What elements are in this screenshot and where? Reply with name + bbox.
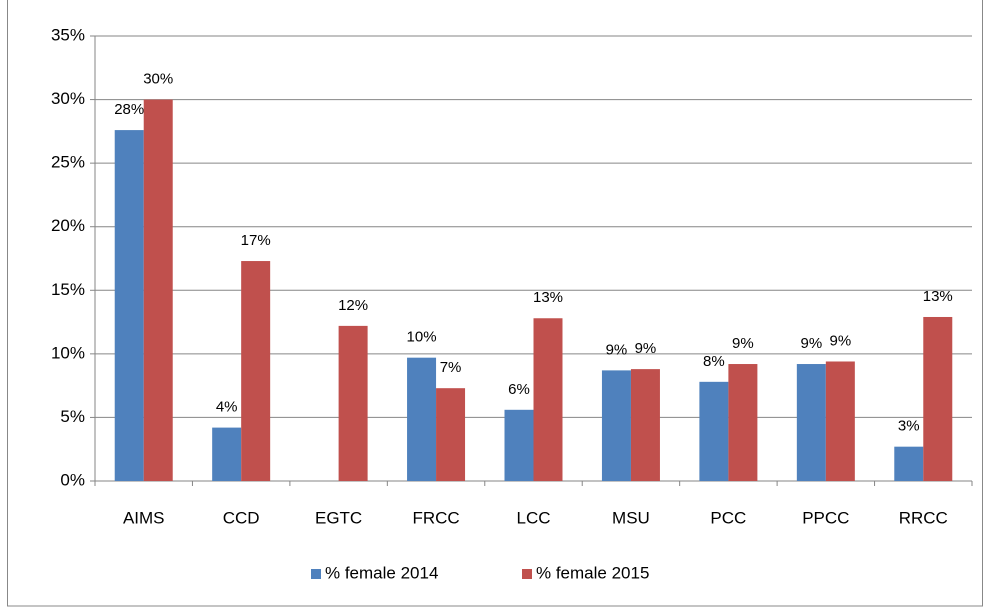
bar <box>114 130 144 482</box>
value-label: 6% <box>508 381 530 398</box>
value-label: 9% <box>829 332 851 349</box>
value-label: 4% <box>216 399 238 416</box>
bar <box>436 388 466 481</box>
value-label: 17% <box>241 232 271 249</box>
value-label: 8% <box>703 353 725 370</box>
y-tick-label: 5% <box>60 407 85 426</box>
value-label: 9% <box>606 341 628 358</box>
legend-label: % female 2014 <box>325 563 438 582</box>
bar <box>601 370 631 481</box>
y-tick-label: 25% <box>51 153 85 172</box>
bar <box>504 409 534 481</box>
bar <box>338 325 368 481</box>
bar <box>533 318 563 481</box>
value-label: 12% <box>338 297 368 314</box>
value-label: 9% <box>635 340 657 357</box>
y-tick-label: 10% <box>51 343 85 362</box>
x-tick-label: PPCC <box>802 508 849 527</box>
bar <box>143 99 173 482</box>
bar <box>894 446 924 481</box>
value-label: 3% <box>898 418 920 435</box>
bar <box>212 427 242 481</box>
bar <box>825 361 855 481</box>
value-label: 9% <box>800 335 822 352</box>
x-tick-label: LCC <box>516 508 550 527</box>
bar <box>241 261 271 481</box>
y-tick-label: 15% <box>51 280 85 299</box>
legend-label: % female 2015 <box>536 563 649 582</box>
bar <box>796 364 826 481</box>
chart-frame <box>7 0 983 607</box>
legend-swatch <box>311 569 321 579</box>
y-tick-label: 30% <box>51 89 85 108</box>
x-tick-label: FRCC <box>412 508 459 527</box>
x-tick-label: AIMS <box>123 508 165 527</box>
y-tick-label: 35% <box>51 25 85 44</box>
bar <box>699 381 729 481</box>
bar <box>630 369 660 481</box>
value-label: 9% <box>732 335 754 352</box>
bar <box>923 316 953 481</box>
x-tick-label: RRCC <box>899 508 948 527</box>
x-tick-label: MSU <box>612 508 650 527</box>
value-label: 28% <box>114 101 144 118</box>
x-tick-label: PCC <box>710 508 746 527</box>
x-tick-label: CCD <box>223 508 260 527</box>
y-tick-label: 20% <box>51 216 85 235</box>
value-label: 13% <box>923 288 953 305</box>
bar <box>407 357 437 481</box>
x-tick-label: EGTC <box>315 508 362 527</box>
y-tick-label: 0% <box>60 470 85 489</box>
bar <box>728 364 758 481</box>
value-label: 10% <box>407 329 437 346</box>
legend-swatch <box>522 569 532 579</box>
value-label: 13% <box>533 289 563 306</box>
value-label: 30% <box>143 71 173 88</box>
value-label: 7% <box>440 359 462 376</box>
